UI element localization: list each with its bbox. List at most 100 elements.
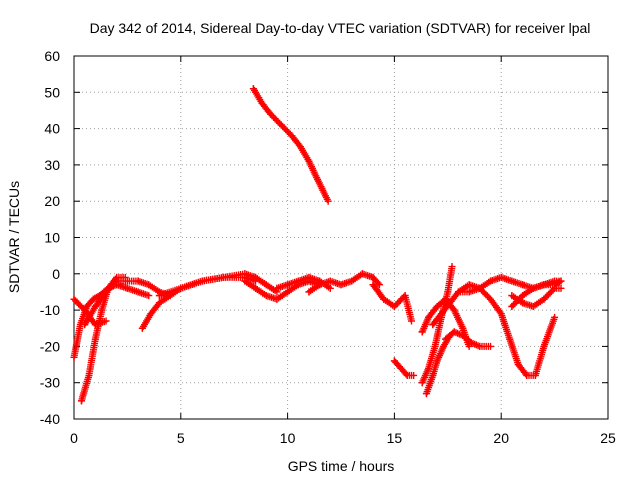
data-point	[294, 277, 302, 285]
series-arc-8	[155, 270, 281, 300]
data-point	[514, 361, 522, 369]
data-point	[98, 306, 106, 314]
data-point	[529, 284, 537, 292]
data-point	[433, 357, 441, 365]
data-point	[305, 288, 313, 296]
y-tick-label: -20	[40, 338, 60, 354]
y-tick-label: -10	[40, 302, 60, 318]
data-point	[476, 342, 484, 350]
series-arc-11	[273, 273, 334, 292]
data-point	[113, 281, 121, 289]
data-point	[450, 306, 458, 314]
data-point	[429, 371, 437, 379]
data-point	[465, 342, 473, 350]
series-arc-19	[442, 328, 495, 350]
y-tick-label: 0	[52, 266, 60, 282]
data-point	[446, 299, 454, 307]
data-point	[262, 292, 270, 300]
data-point	[314, 175, 322, 183]
data-point	[540, 342, 548, 350]
data-point	[442, 335, 450, 343]
y-tick-label: 50	[44, 84, 60, 100]
data-point	[531, 371, 539, 379]
data-point	[425, 364, 433, 372]
data-point	[422, 390, 430, 398]
series-arc-5	[96, 281, 153, 300]
data-point	[252, 284, 260, 292]
data-point	[454, 288, 462, 296]
data-point	[465, 288, 473, 296]
data-point	[147, 310, 155, 318]
data-point	[70, 295, 78, 303]
tick-labels: 0 5 10 15 20 25 -40 -30 -20 -10 0 10 20 30 40 50 60	[40, 48, 616, 446]
x-tick-label: 0	[70, 430, 78, 446]
data-point	[433, 302, 441, 310]
x-tick-label: 20	[493, 430, 509, 446]
y-tick-label: -40	[40, 411, 60, 427]
series-arc-9	[249, 85, 332, 205]
y-axis-label: SDTVAR / TECUs	[6, 181, 22, 293]
data-point	[348, 277, 356, 285]
data-point	[324, 197, 332, 205]
data-point	[403, 371, 411, 379]
data-point	[177, 284, 185, 292]
data-point	[437, 310, 445, 318]
data-point	[407, 317, 415, 325]
data-point	[425, 313, 433, 321]
data-point	[444, 288, 452, 296]
plot-frame	[73, 55, 609, 420]
data-point	[296, 143, 304, 151]
data-point	[262, 281, 270, 289]
data-point	[375, 281, 383, 289]
data-point	[465, 281, 473, 289]
data-point	[487, 342, 495, 350]
data-point	[85, 371, 93, 379]
data-point	[241, 270, 249, 278]
data-point	[551, 313, 559, 321]
series-arc-10	[241, 277, 324, 303]
data-point	[70, 353, 78, 361]
data-point	[442, 295, 450, 303]
data-point	[519, 299, 527, 307]
data-point	[401, 292, 409, 300]
data-point	[267, 110, 275, 118]
data-point	[284, 288, 292, 296]
data-point	[390, 357, 398, 365]
y-tick-label: 10	[44, 230, 60, 246]
data-point	[81, 321, 89, 329]
x-tick-label: 25	[600, 430, 616, 446]
data-point	[326, 277, 334, 285]
y-tick-label: 60	[44, 48, 60, 64]
data-point	[508, 292, 516, 300]
data-point	[540, 281, 548, 289]
series-marker-trail	[369, 281, 415, 323]
data-point	[410, 371, 418, 379]
data-point	[273, 284, 281, 292]
series-arc-23	[508, 284, 565, 310]
data-point	[557, 277, 565, 285]
data-point	[448, 263, 456, 271]
y-tick-label: -30	[40, 375, 60, 391]
data-point	[284, 281, 292, 289]
series-arc-12	[305, 270, 383, 296]
data-point	[138, 324, 146, 332]
data-point	[459, 324, 467, 332]
data-point	[145, 292, 153, 300]
data-point	[155, 299, 163, 307]
data-point	[429, 321, 437, 329]
x-tick-label: 10	[280, 430, 296, 446]
data-point	[358, 270, 366, 278]
x-axis-label: GPS time / hours	[288, 458, 395, 474]
data-point	[305, 157, 313, 165]
y-tick-label: 30	[44, 157, 60, 173]
data-point	[102, 317, 110, 325]
data-point	[508, 277, 516, 285]
data-marks	[70, 85, 565, 405]
data-point	[134, 288, 142, 296]
data-point	[89, 295, 97, 303]
x-tick-label: 15	[387, 430, 403, 446]
data-point	[557, 284, 565, 292]
data-point	[497, 273, 505, 281]
data-point	[497, 310, 505, 318]
